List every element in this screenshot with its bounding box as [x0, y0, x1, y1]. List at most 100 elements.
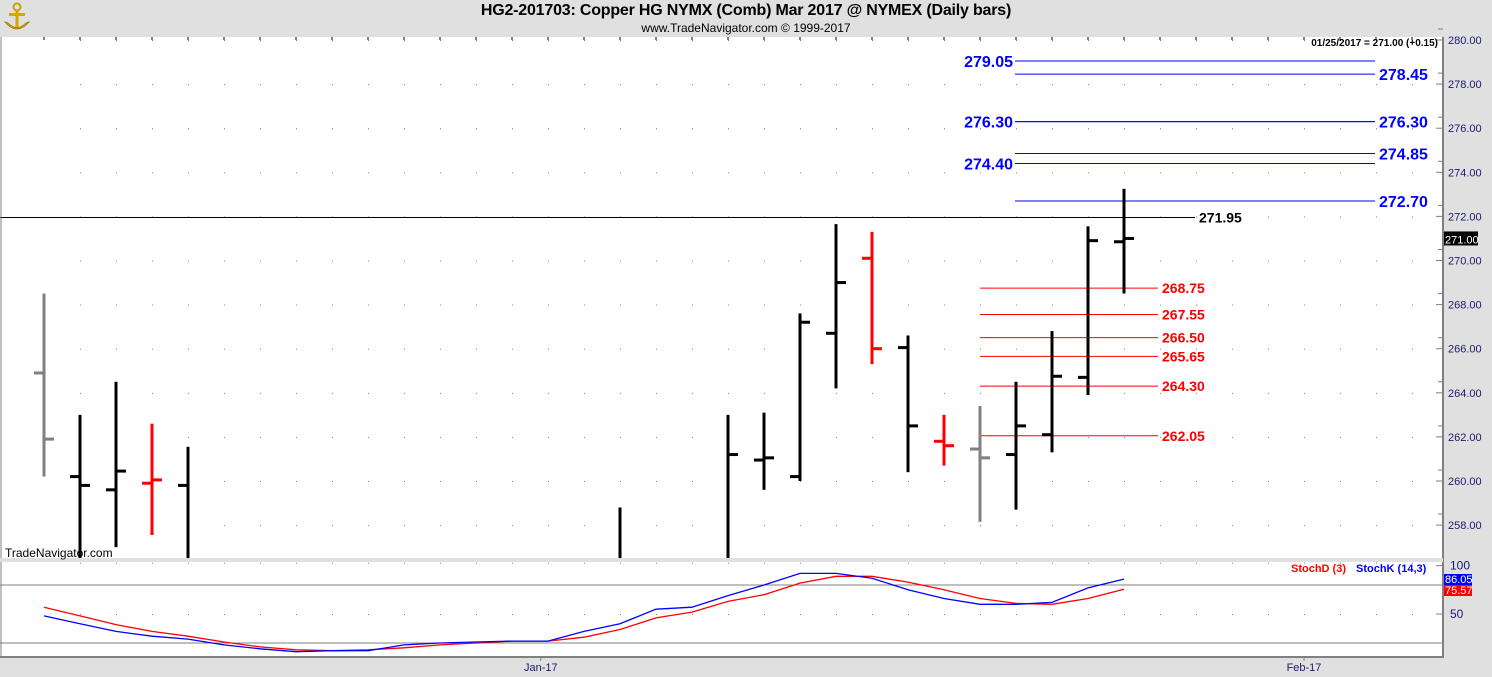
grid-dot [692, 392, 693, 394]
grid-dot [692, 614, 693, 615]
grid-dot [80, 562, 81, 564]
grid-dot [260, 304, 261, 306]
bar-range [1050, 331, 1054, 453]
ohlc-bar[interactable] [970, 406, 990, 522]
support-label: 268.75 [1162, 280, 1205, 296]
grid-dot [332, 562, 333, 564]
grid-dot [512, 172, 513, 174]
grid-dot [188, 172, 189, 174]
grid-dot [332, 436, 333, 438]
grid-dot [1268, 128, 1269, 130]
ohlc-bar[interactable] [34, 293, 54, 477]
grid-dot [908, 525, 909, 527]
grid-dot [1340, 172, 1341, 174]
grid-dot [944, 304, 945, 306]
ohlc-bar[interactable] [1078, 226, 1098, 396]
grid-dot [404, 84, 405, 86]
grid-dot [944, 260, 945, 262]
grid-dot [440, 216, 441, 218]
grid-dot [1088, 614, 1089, 615]
ohlc-bar[interactable] [754, 412, 774, 490]
grid-dot [1160, 172, 1161, 174]
grid-dot [404, 614, 405, 615]
ohlc-bar[interactable] [1114, 188, 1134, 294]
grid-dot [512, 392, 513, 394]
bar-open-tick [34, 371, 44, 375]
ohlc-bar[interactable] [1042, 331, 1062, 453]
grid-dot [368, 216, 369, 218]
resistance-label: 272.70 [1379, 194, 1428, 211]
grid-dot [1376, 128, 1377, 130]
grid-dot [296, 40, 297, 41]
grid-dot [224, 304, 225, 306]
grid-dot [512, 304, 513, 306]
grid-dot [152, 392, 153, 394]
grid-dot [404, 172, 405, 174]
grid-dot [692, 304, 693, 306]
grid-dot [656, 562, 657, 564]
price-panel[interactable] [0, 37, 1443, 558]
grid-dot [1124, 348, 1125, 350]
grid-dot [404, 392, 405, 394]
stochastic-panel[interactable] [0, 562, 1443, 657]
grid-dot [440, 348, 441, 350]
grid-dot [944, 172, 945, 174]
ohlc-bar[interactable] [826, 224, 846, 389]
ohlc-bar[interactable] [862, 231, 882, 365]
grid-dot [872, 481, 873, 482]
legend-stochk: StochK (14,3) [1356, 563, 1427, 575]
grid-dot [1376, 436, 1377, 438]
grid-dot [332, 216, 333, 218]
grid-dot [332, 260, 333, 262]
grid-dot [728, 348, 729, 350]
bar-close-tick [908, 424, 918, 428]
grid-dot [1304, 84, 1305, 86]
grid-dot [764, 562, 765, 564]
grid-dot [764, 348, 765, 350]
grid-dot [476, 172, 477, 174]
grid-dot [1232, 436, 1233, 438]
grid-dot [1268, 216, 1269, 218]
ohlc-bar[interactable] [790, 313, 810, 481]
ohlc-bar[interactable] [618, 507, 622, 558]
grid-dot [1376, 562, 1377, 564]
grid-dot [152, 260, 153, 262]
grid-dot [1376, 614, 1377, 615]
grid-dot [1196, 216, 1197, 218]
grid-dot [512, 128, 513, 130]
grid-dot [1016, 128, 1017, 130]
grid-dot [404, 525, 405, 527]
grid-dot [404, 216, 405, 218]
grid-dot [1412, 348, 1413, 350]
bar-range [618, 507, 622, 558]
grid-dot [548, 348, 549, 350]
grid-dot [1376, 525, 1377, 527]
anchor-logo-icon[interactable] [2, 2, 32, 34]
support-label: 267.55 [1162, 307, 1205, 323]
grid-dot [656, 304, 657, 306]
grid-dot [1232, 304, 1233, 306]
grid-dot [224, 481, 225, 482]
ohlc-bar[interactable] [1006, 381, 1026, 510]
ohlc-bar[interactable] [898, 335, 918, 473]
ohlc-bar[interactable] [726, 414, 739, 558]
grid-dot [836, 128, 837, 130]
ohlc-bar[interactable] [106, 381, 126, 548]
grid-dot [1052, 128, 1053, 130]
grid-dot [620, 304, 621, 306]
ohlc-bar[interactable] [934, 414, 954, 466]
grid-dot [944, 84, 945, 86]
grid-dot [980, 128, 981, 130]
grid-dot [80, 304, 81, 306]
grid-dot [1376, 392, 1377, 394]
y-tick-label: 270.00 [1448, 256, 1482, 268]
grid-dot [1268, 260, 1269, 262]
ohlc-bar[interactable] [178, 446, 190, 558]
ohlc-bar[interactable] [70, 414, 90, 558]
bar-open-tick [862, 256, 872, 260]
grid-dot [548, 614, 549, 615]
grid-dot [1088, 525, 1089, 527]
grid-dot [404, 40, 405, 41]
ohlc-bar[interactable] [142, 423, 162, 536]
